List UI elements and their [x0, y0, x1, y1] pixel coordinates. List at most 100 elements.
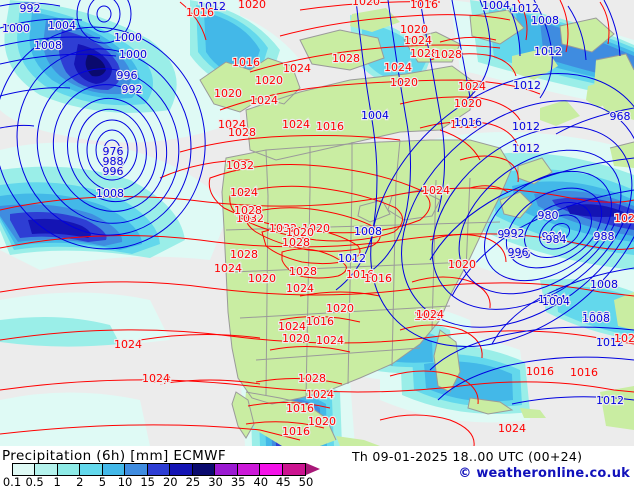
- isobar-label: 1020: [143, 373, 171, 386]
- isobar-label: 1020: [238, 0, 266, 11]
- isobar-label: 1024: [316, 334, 344, 347]
- isobar-label: 1008: [582, 310, 610, 323]
- colour-scale-bar[interactable]: [12, 463, 306, 476]
- isobar-label: 1016: [306, 315, 334, 328]
- isobar-label: 1012: [512, 142, 540, 155]
- isobar-label: 1016: [410, 0, 438, 11]
- colour-swatch[interactable]: [282, 464, 306, 475]
- isobar-label: 992: [498, 228, 519, 241]
- isobar-label: 1012: [511, 2, 539, 15]
- isobar-label: 1008: [582, 312, 610, 325]
- isobar-label: 1020: [448, 258, 476, 271]
- isobar-label: 1008: [590, 278, 618, 291]
- isobar-label: 1028: [434, 48, 462, 61]
- isobar-label: 1016: [232, 56, 260, 69]
- isobar-label: 1016: [570, 366, 598, 379]
- colour-swatch[interactable]: [215, 464, 238, 475]
- colour-swatch[interactable]: [260, 464, 283, 475]
- isobar-label: 1028: [228, 126, 256, 139]
- colour-swatch[interactable]: [13, 464, 36, 475]
- isobar-high-layer: [0, 0, 634, 446]
- colour-scale-tick-labels: 0.1 0.5 1 2 5 10 15 20 25 30 35 40 45 50: [0, 476, 634, 489]
- colour-swatch[interactable]: [237, 464, 261, 475]
- colour-scale-tick: 45: [276, 475, 291, 489]
- isobar-label: 1012: [534, 45, 562, 58]
- isobar-label: 996: [508, 246, 529, 259]
- colour-swatch[interactable]: [192, 464, 216, 475]
- colour-scale-tick: 30: [208, 475, 223, 489]
- isobar-label: 1020: [390, 76, 418, 89]
- isobar-label: 1024: [416, 308, 444, 321]
- isobar-label: 1024: [278, 320, 306, 333]
- isobar-label: 996: [510, 248, 531, 261]
- isobar-label: 1024: [283, 62, 311, 75]
- isobar-label: 1016: [186, 6, 214, 19]
- colour-swatch[interactable]: [80, 464, 103, 475]
- isobar-label: 1024: [282, 118, 310, 131]
- isobar-label: 988: [103, 155, 124, 168]
- chart-title: Precipitation (6h) [mm] ECMWF: [2, 448, 227, 464]
- isobar-label: 1016: [346, 268, 374, 281]
- isobar-label: 1020: [255, 74, 283, 87]
- isobar-label: 984: [546, 233, 567, 246]
- isobar-label: 1012: [512, 120, 540, 133]
- isobar-label: 1012: [513, 79, 541, 92]
- precipitation-map[interactable]: 992 1000 1004 1008 1000 1000 996 992 976 988 996 10…: [0, 0, 634, 446]
- isobar-label: 1028: [282, 236, 310, 249]
- isobar-label: 1028: [234, 204, 262, 217]
- isobar-label: 1000: [2, 22, 30, 35]
- isobar-low-layer: [0, 0, 634, 405]
- isobar-label: 1020: [308, 415, 336, 428]
- valid-time-stamp: Th 09-01-2025 18..00 UTC (00+24): [352, 449, 583, 464]
- isobar-label: 1020: [248, 272, 276, 285]
- isobar-label: 992: [122, 83, 143, 96]
- colour-scale-tick: 2: [76, 475, 84, 489]
- isobar-label: 1012: [596, 336, 624, 349]
- isobar-label: 1020: [454, 97, 482, 110]
- isobar-label: 1024: [214, 262, 242, 275]
- colour-swatch[interactable]: [125, 464, 148, 475]
- isobar-label: 1024: [306, 388, 334, 401]
- colour-scale-tick: 0.5: [25, 475, 44, 489]
- isobar-label: 1008: [96, 187, 124, 200]
- colour-swatch[interactable]: [57, 464, 81, 475]
- isobar-label: 1012: [338, 252, 366, 265]
- isobar-label: 1020: [352, 0, 380, 8]
- isobar-label: 992: [20, 2, 41, 15]
- isobar-label: 1020: [214, 87, 242, 100]
- isobar-label: 968: [610, 110, 631, 123]
- colour-scale-tick: 1: [53, 475, 61, 489]
- isobar-label: 1024: [614, 212, 634, 225]
- colour-swatch[interactable]: [170, 464, 193, 475]
- colour-scale-tick: 10: [117, 475, 133, 489]
- isobar-label: 1008: [354, 225, 382, 238]
- isobar-label: 1024: [498, 422, 526, 435]
- isobar-label: 1012: [198, 0, 226, 13]
- isobar-label: 1000: [114, 31, 142, 44]
- colour-scale-tick: 15: [140, 475, 156, 489]
- copyright-notice: © weatheronline.co.uk: [458, 466, 630, 481]
- isobar-label: 992: [504, 227, 525, 240]
- isobar-label: 1012: [596, 394, 624, 407]
- isobar-label: 1020: [302, 222, 330, 235]
- isobar-label: 1004: [542, 295, 570, 308]
- colour-swatch[interactable]: [35, 464, 58, 475]
- isobar-label: 1016: [286, 402, 314, 415]
- isobar-label: 1004: [48, 19, 76, 32]
- isobar-label: 1024: [142, 372, 170, 385]
- isobar-label: 1028: [414, 310, 442, 323]
- isobar-label: 1024: [458, 80, 486, 93]
- colour-swatch[interactable]: [147, 464, 171, 475]
- isobar-label: 1024: [614, 332, 634, 345]
- isobar-label: 1028: [289, 265, 317, 278]
- isobar-label: 1020: [286, 226, 314, 239]
- isobar-label: 980: [538, 209, 559, 222]
- coastline-layer: [199, 9, 634, 441]
- colour-swatch[interactable]: [102, 464, 126, 475]
- isobar-label: 976: [103, 145, 124, 158]
- isobar-label: 1004: [538, 293, 566, 306]
- isobar-label: 1008: [531, 14, 559, 27]
- isobar-label: 1020: [282, 332, 310, 345]
- colour-scale-tick: 0.1: [2, 475, 22, 489]
